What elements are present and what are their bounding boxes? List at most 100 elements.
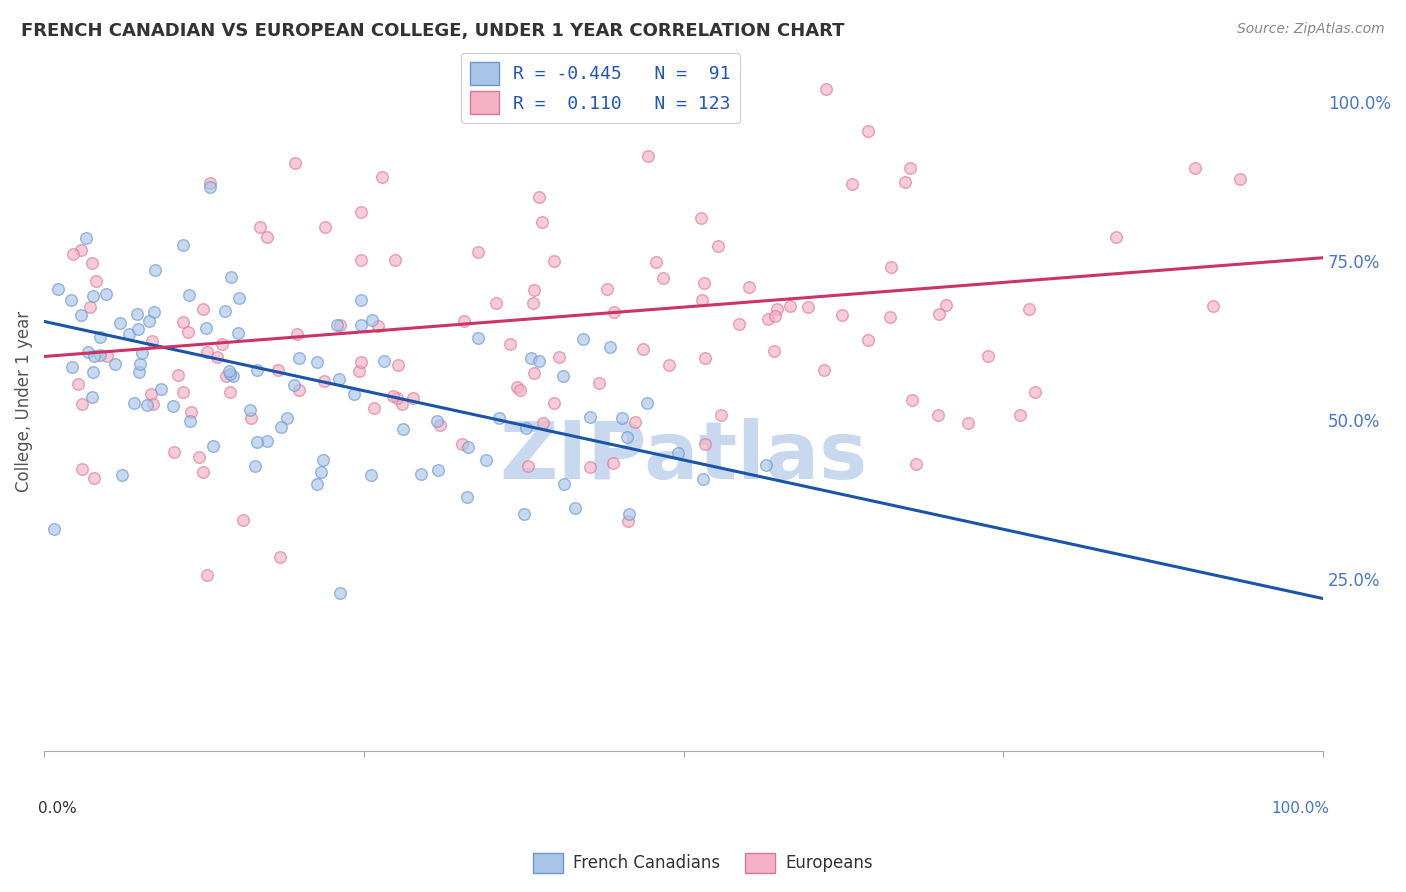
Point [141, 334, 163, 349]
Point [135, 398, 157, 412]
Point [83, 471, 105, 485]
Point [710, 408, 733, 422]
Point [617, 514, 640, 528]
Point [131, 345, 153, 359]
Point [129, 357, 152, 371]
Point [689, 211, 711, 226]
Point [935, 298, 957, 312]
Point [367, 318, 389, 333]
Point [651, 270, 673, 285]
Point [391, 397, 413, 411]
Point [77, 345, 100, 359]
Point [616, 430, 638, 444]
Point [205, 351, 228, 365]
Point [756, 312, 779, 326]
Point [1202, 299, 1225, 313]
Point [426, 463, 449, 477]
Point [347, 364, 370, 378]
Point [553, 477, 575, 491]
Point [467, 331, 489, 345]
Point [373, 354, 395, 368]
Point [738, 280, 761, 294]
Point [513, 507, 536, 521]
Point [636, 396, 658, 410]
Point [631, 342, 654, 356]
Point [215, 369, 238, 384]
Point [527, 353, 550, 368]
Point [927, 408, 949, 422]
Point [831, 308, 853, 322]
Point [453, 314, 475, 328]
Point [214, 304, 236, 318]
Point [402, 392, 425, 406]
Legend: French Canadians, Europeans: French Canadians, Europeans [526, 847, 880, 880]
Point [328, 372, 350, 386]
Point [284, 156, 307, 170]
Point [384, 253, 406, 268]
Point [219, 269, 242, 284]
Point [202, 439, 225, 453]
Point [515, 421, 537, 435]
Point [118, 327, 141, 342]
Point [70, 243, 93, 257]
Text: FRENCH CANADIAN VS EUROPEAN COLLEGE, UNDER 1 YEAR CORRELATION CHART: FRENCH CANADIAN VS EUROPEAN COLLEGE, UND… [21, 22, 845, 40]
Point [371, 170, 394, 185]
Point [198, 176, 221, 190]
Point [188, 450, 211, 464]
Point [856, 333, 879, 347]
Point [75, 231, 97, 245]
Point [166, 368, 188, 382]
Text: 0.0%: 0.0% [38, 800, 76, 815]
Point [637, 149, 659, 163]
Point [191, 465, 214, 479]
Point [1024, 385, 1046, 400]
Point [602, 456, 624, 470]
Point [666, 446, 689, 460]
Point [83, 350, 105, 364]
Point [624, 415, 647, 429]
Point [66, 377, 89, 392]
Point [127, 322, 149, 336]
Text: ZIPatlas: ZIPatlas [499, 418, 868, 496]
Point [314, 220, 336, 235]
Point [519, 351, 541, 365]
Point [531, 215, 554, 229]
Point [70, 308, 93, 322]
Point [59, 293, 82, 308]
Point [385, 391, 408, 405]
Point [270, 420, 292, 434]
Point [180, 404, 202, 418]
Point [522, 295, 544, 310]
Point [523, 366, 546, 380]
Point [267, 363, 290, 377]
Point [122, 395, 145, 409]
Point [350, 318, 373, 333]
Point [79, 300, 101, 314]
Point [82, 365, 104, 379]
Point [195, 567, 218, 582]
Point [858, 124, 880, 138]
Point [138, 314, 160, 328]
Point [475, 453, 498, 467]
Point [177, 287, 200, 301]
Point [543, 254, 565, 268]
Point [143, 263, 166, 277]
Point [363, 401, 385, 415]
Point [360, 467, 382, 482]
Point [269, 550, 291, 565]
Point [191, 301, 214, 316]
Point [211, 337, 233, 351]
Point [104, 358, 127, 372]
Point [382, 389, 405, 403]
Point [1008, 409, 1031, 423]
Point [763, 309, 786, 323]
Point [516, 458, 538, 473]
Point [813, 363, 835, 377]
Point [311, 452, 333, 467]
Point [1184, 161, 1206, 176]
Point [89, 348, 111, 362]
Point [139, 387, 162, 401]
Point [498, 336, 520, 351]
Point [451, 436, 474, 450]
Text: Source: ZipAtlas.com: Source: ZipAtlas.com [1237, 22, 1385, 37]
